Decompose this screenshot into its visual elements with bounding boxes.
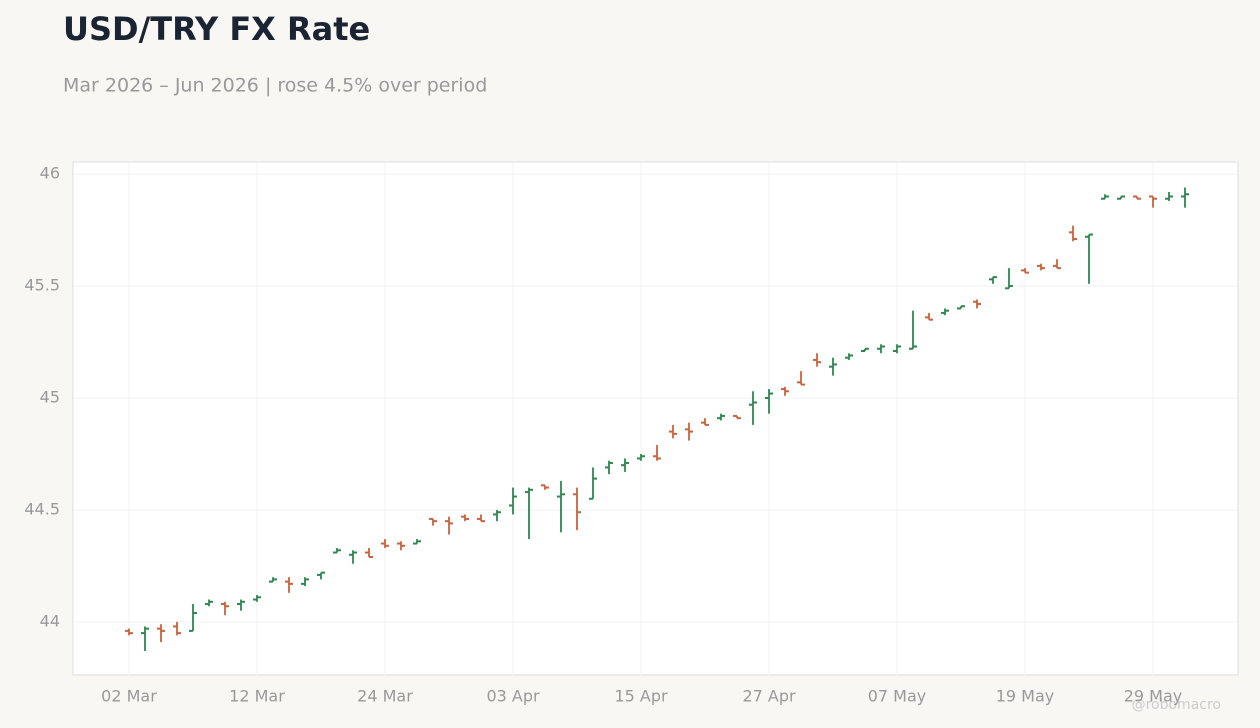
- x-tick-label: 03 Apr: [486, 687, 540, 706]
- x-tick-label: 12 Mar: [229, 687, 285, 706]
- x-tick-label: 24 Mar: [357, 687, 413, 706]
- x-tick-label: 02 Mar: [101, 687, 157, 706]
- marks: [125, 187, 1189, 652]
- watermark: @robomacro: [1132, 697, 1221, 713]
- y-tick-label: 45.5: [24, 276, 60, 295]
- plot-area: [72, 161, 1239, 676]
- chart-title: USD/TRY FX Rate: [63, 10, 370, 48]
- y-tick-label: 45: [40, 388, 60, 407]
- y-tick-label: 44.5: [24, 499, 60, 518]
- chart-subtitle: Mar 2026 – Jun 2026 | rose 4.5% over per…: [63, 75, 487, 97]
- x-tick-label: 15 Apr: [614, 687, 668, 706]
- y-tick-label: 44: [40, 611, 60, 630]
- y-tick-label: 46: [40, 164, 60, 183]
- x-tick-label: 29 May: [1124, 687, 1183, 706]
- x-tick-label: 19 May: [996, 687, 1055, 706]
- x-tick-label: 07 May: [868, 687, 927, 706]
- x-tick-label: 27 Apr: [742, 687, 796, 706]
- grid: [73, 162, 1238, 675]
